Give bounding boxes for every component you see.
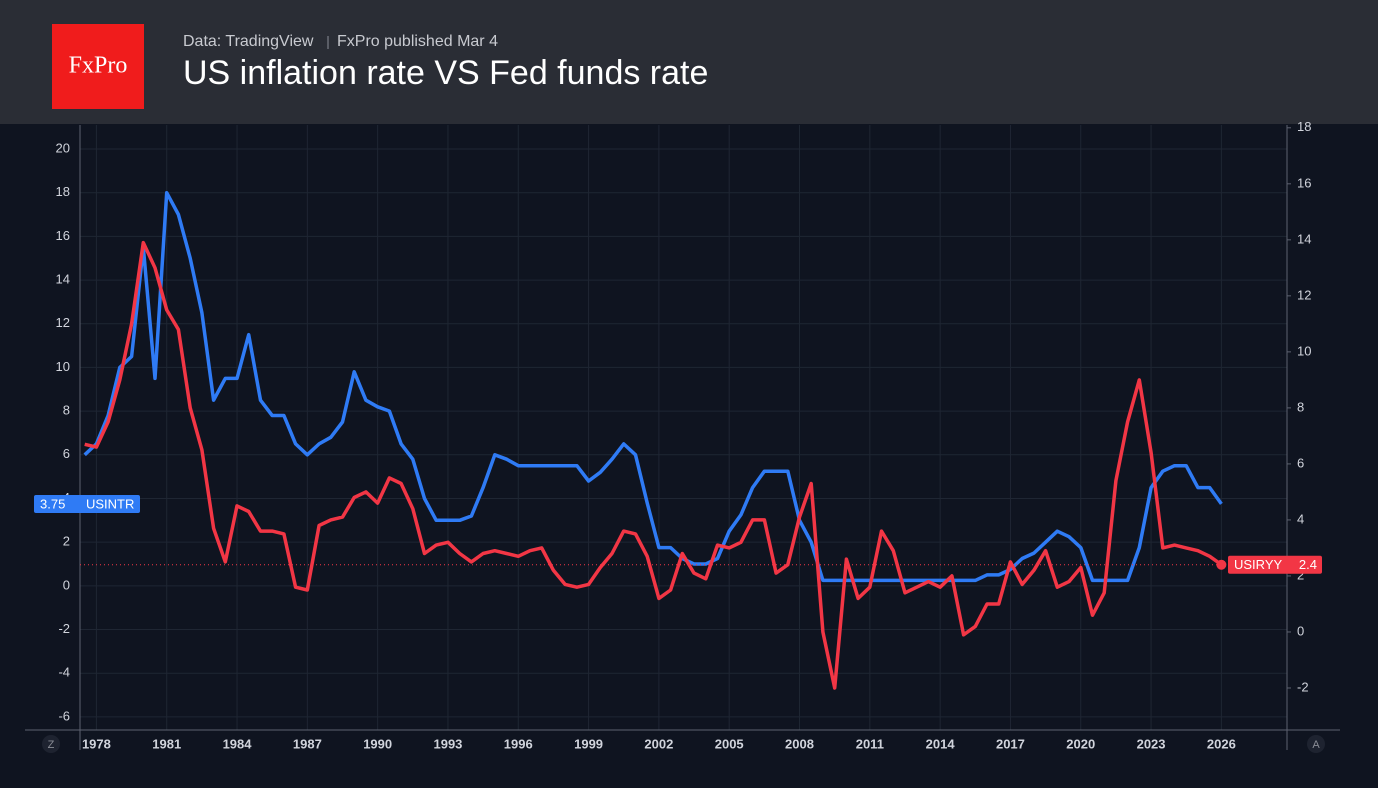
x-tick-label: 2014 — [926, 736, 956, 751]
x-tick-label: 2020 — [1066, 736, 1095, 751]
plot: 1978 1981 1984 1987 1990 1993 1996 1999 2002 2005… — [25, 119, 1340, 751]
logo: FxPro — [69, 53, 128, 79]
y-tick-label: 12 — [56, 315, 70, 330]
x-tick-label: 2005 — [715, 736, 744, 751]
button-z-label[interactable]: Z — [48, 739, 55, 751]
chart-title: US inflation rate VS Fed funds rate — [183, 54, 708, 92]
last-value: 2.4 — [1299, 557, 1317, 572]
y2-tick-label: 14 — [1297, 231, 1311, 246]
y2-tick-label: 2 — [1297, 567, 1304, 582]
button-a-label[interactable]: A — [1312, 739, 1320, 751]
series-name: USIRYY — [1234, 557, 1282, 572]
x-tick-label: 1996 — [504, 736, 533, 751]
x-tick-label: 2002 — [644, 736, 673, 751]
y-tick-label: 16 — [56, 228, 70, 243]
x-tick-label: 1999 — [574, 736, 603, 751]
y2-tick-label: 8 — [1297, 399, 1304, 414]
y-tick-label: 8 — [63, 403, 70, 418]
header — [0, 0, 1378, 124]
y-tick-label: 14 — [56, 272, 70, 287]
x-tick-label: 2011 — [856, 736, 884, 751]
y2-tick-label: 16 — [1297, 175, 1311, 190]
y2-tick-label: 10 — [1297, 343, 1311, 358]
y-tick-label: -6 — [58, 708, 70, 723]
x-tick-label: 1987 — [293, 736, 322, 751]
y2-tick-label: 4 — [1297, 511, 1304, 526]
value-badge — [34, 494, 140, 513]
y2-tick-label: 18 — [1297, 119, 1311, 134]
line — [84, 240, 1223, 690]
x-tick-label: 1990 — [363, 736, 392, 751]
x-tick-label: 2008 — [785, 736, 814, 751]
y2-tick-label: 12 — [1297, 287, 1311, 302]
x-tick-label: 1984 — [223, 736, 253, 751]
published: FxPro published Mar 4 — [337, 33, 498, 50]
last-point — [1216, 559, 1227, 570]
series-name: USINTR — [86, 496, 134, 511]
line — [83, 190, 1223, 583]
y-tick-label: 20 — [56, 140, 70, 155]
logo-box — [52, 24, 144, 109]
y-tick-label: 10 — [56, 359, 70, 374]
y2-tick-label: 0 — [1297, 623, 1304, 638]
y-tick-label: 2 — [63, 534, 70, 549]
x-tick-label: 2026 — [1207, 736, 1236, 751]
y2-tick-label: -2 — [1297, 679, 1309, 694]
x-tick-label: 1993 — [433, 736, 462, 751]
x-tick-label: 1978 — [82, 736, 111, 751]
y2-tick-label: 6 — [1297, 455, 1304, 470]
value-badge — [1228, 555, 1322, 574]
button-z[interactable] — [42, 735, 60, 753]
y-tick-label: -4 — [58, 665, 70, 680]
x-tick-label: 2023 — [1137, 736, 1166, 751]
source: Data: TradingView — [183, 33, 314, 50]
y-tick-label: 18 — [56, 184, 70, 199]
last-value: 3.75 — [40, 496, 65, 511]
y-tick-label: 6 — [63, 446, 70, 461]
button-a[interactable] — [1307, 735, 1325, 753]
x-tick-label: 1981 — [152, 736, 181, 751]
y-tick-label: -2 — [58, 621, 70, 636]
y-tick-label: 0 — [63, 577, 70, 592]
x-tick-label: 2017 — [996, 736, 1025, 751]
